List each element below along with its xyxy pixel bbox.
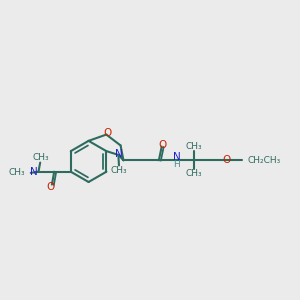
Text: O: O bbox=[46, 182, 54, 192]
Text: N: N bbox=[173, 152, 180, 162]
Text: N: N bbox=[115, 149, 123, 159]
Text: CH₃: CH₃ bbox=[111, 167, 127, 176]
Text: O: O bbox=[159, 140, 167, 150]
Text: CH₃: CH₃ bbox=[32, 153, 49, 162]
Text: CH₃: CH₃ bbox=[9, 168, 26, 177]
Text: O: O bbox=[223, 155, 231, 165]
Text: H: H bbox=[173, 160, 180, 169]
Text: O: O bbox=[103, 128, 112, 138]
Text: CH₃: CH₃ bbox=[186, 142, 202, 152]
Text: CH₃: CH₃ bbox=[186, 169, 202, 178]
Text: CH₂CH₃: CH₂CH₃ bbox=[248, 156, 281, 165]
Text: N: N bbox=[30, 167, 37, 177]
